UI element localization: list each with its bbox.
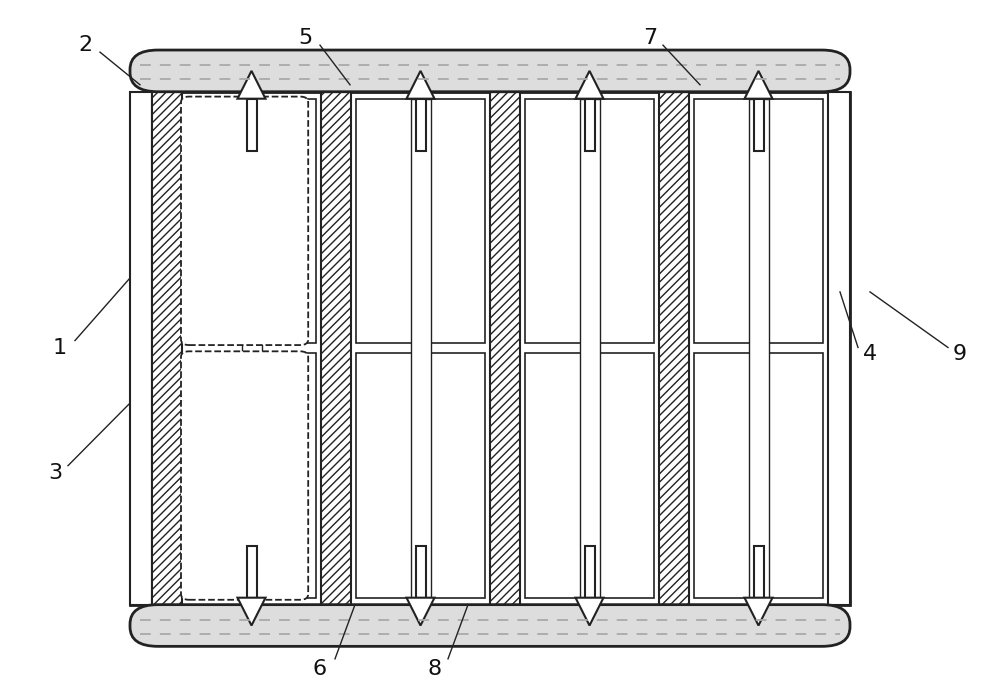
- Bar: [659, 92, 689, 605]
- Text: 8: 8: [428, 659, 442, 678]
- Bar: [416, 99, 426, 151]
- Bar: [246, 99, 256, 151]
- Bar: [187, 354, 316, 598]
- Bar: [580, 99, 600, 598]
- Text: 1: 1: [53, 338, 67, 357]
- Polygon shape: [744, 71, 773, 99]
- Bar: [490, 92, 520, 605]
- Bar: [411, 99, 430, 598]
- Text: 5: 5: [298, 28, 312, 48]
- Bar: [525, 99, 654, 343]
- Bar: [828, 92, 850, 605]
- Bar: [748, 99, 768, 598]
- Polygon shape: [744, 598, 773, 626]
- Bar: [152, 92, 182, 605]
- Text: 9: 9: [953, 345, 967, 364]
- Text: 4: 4: [863, 345, 877, 364]
- Text: 2: 2: [78, 35, 92, 55]
- FancyBboxPatch shape: [130, 50, 850, 92]
- Polygon shape: [576, 71, 604, 99]
- Bar: [584, 99, 594, 151]
- Bar: [356, 99, 485, 343]
- Bar: [321, 92, 351, 605]
- FancyBboxPatch shape: [181, 97, 308, 345]
- Bar: [130, 92, 850, 605]
- Polygon shape: [576, 598, 604, 626]
- Bar: [242, 99, 262, 598]
- Bar: [356, 354, 485, 598]
- Bar: [584, 546, 594, 598]
- Polygon shape: [238, 598, 266, 626]
- FancyBboxPatch shape: [181, 352, 308, 600]
- Bar: [525, 354, 654, 598]
- Bar: [754, 546, 764, 598]
- Polygon shape: [406, 71, 434, 99]
- Polygon shape: [406, 598, 434, 626]
- Text: 3: 3: [48, 463, 62, 482]
- Bar: [694, 354, 823, 598]
- Text: 6: 6: [313, 659, 327, 678]
- Bar: [754, 99, 764, 151]
- Bar: [187, 99, 316, 343]
- FancyBboxPatch shape: [130, 605, 850, 646]
- Bar: [694, 99, 823, 343]
- Bar: [246, 546, 256, 598]
- Text: 7: 7: [643, 28, 657, 48]
- Polygon shape: [238, 71, 266, 99]
- Bar: [130, 92, 152, 605]
- Bar: [416, 546, 426, 598]
